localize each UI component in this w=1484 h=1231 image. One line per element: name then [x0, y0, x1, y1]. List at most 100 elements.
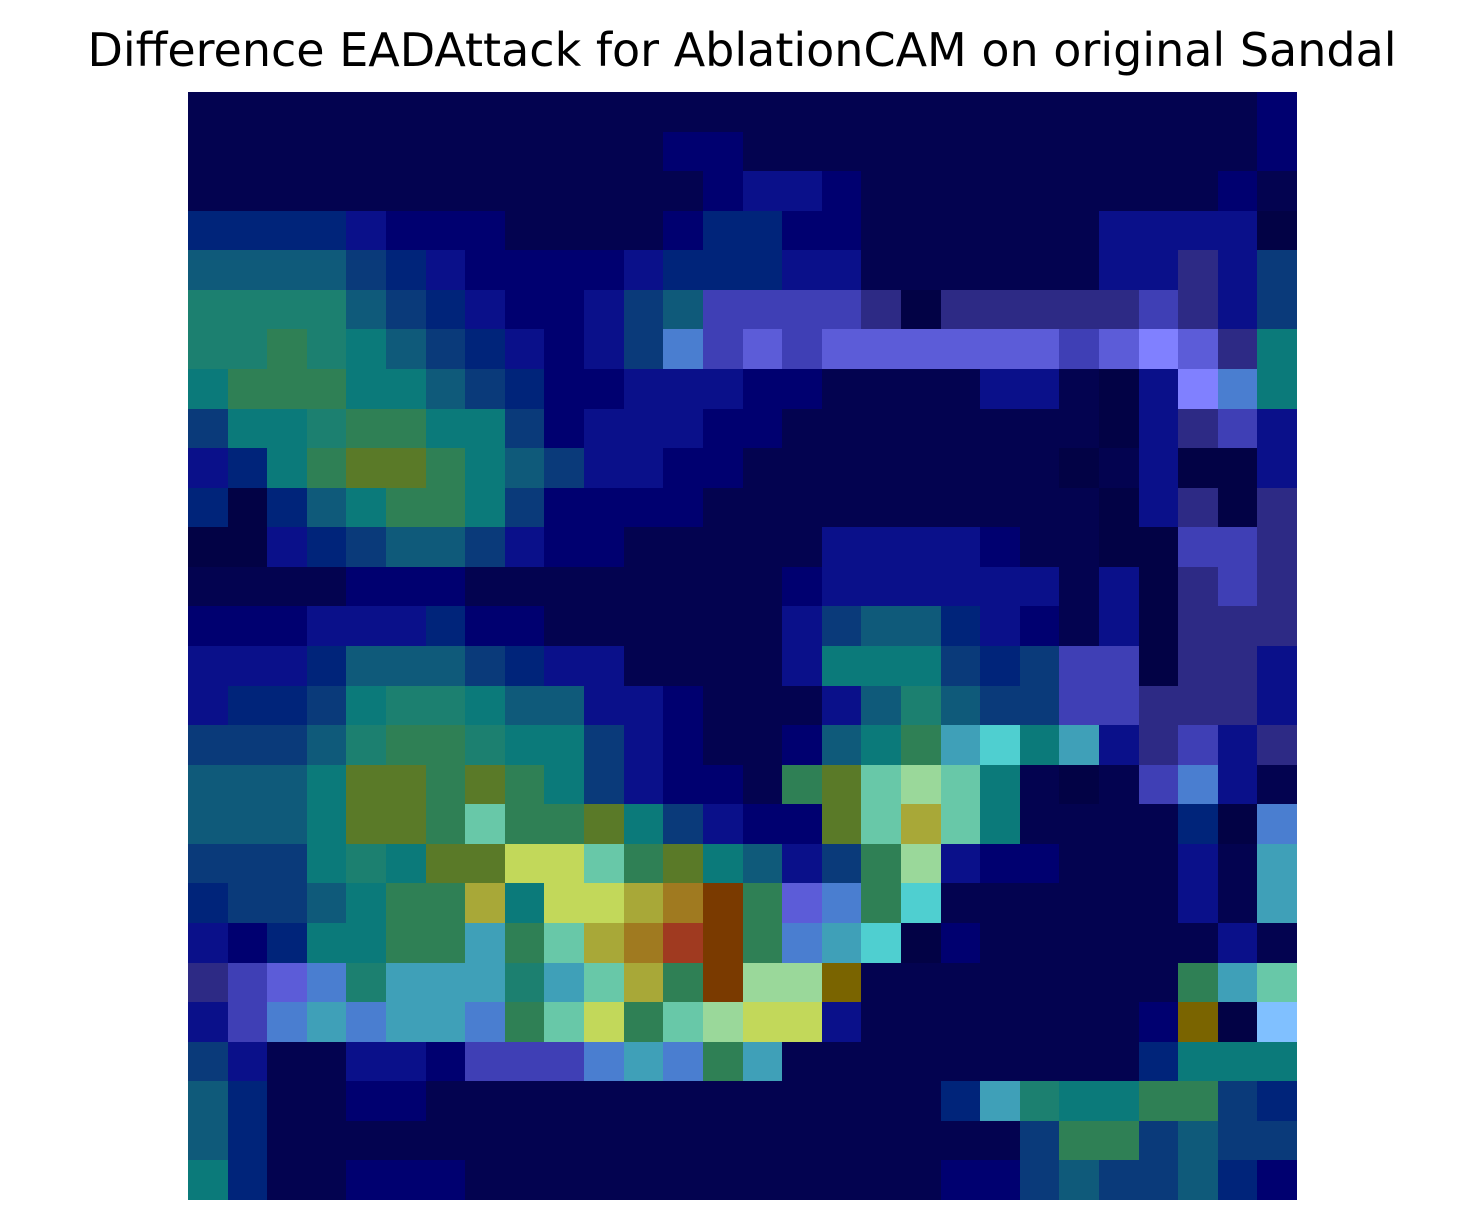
heatmap-cell	[346, 1081, 387, 1121]
heatmap-cell	[940, 369, 981, 409]
heatmap-cell	[623, 408, 664, 449]
heatmap-cell	[1178, 883, 1218, 923]
heatmap-cell	[742, 131, 783, 172]
heatmap-cell	[425, 1041, 466, 1082]
heatmap-cell	[900, 92, 941, 132]
heatmap-cell	[980, 1041, 1020, 1082]
heatmap-cell	[980, 171, 1020, 211]
heatmap-cell	[821, 764, 862, 805]
heatmap-cell	[306, 1081, 347, 1121]
heatmap-cell	[544, 487, 585, 528]
heatmap-cell	[544, 527, 585, 567]
heatmap-cell	[188, 210, 228, 251]
heatmap-cell	[386, 566, 426, 607]
heatmap-cell	[227, 883, 268, 923]
heatmap-cell	[346, 289, 387, 330]
heatmap-cell	[1257, 685, 1297, 726]
heatmap-cell	[267, 369, 307, 409]
heatmap-cell	[465, 1002, 505, 1042]
heatmap-cell	[1019, 843, 1060, 884]
heatmap-cell	[861, 487, 901, 528]
heatmap-cell	[1098, 1002, 1139, 1042]
heatmap-cell	[782, 804, 822, 844]
heatmap-cell	[1217, 1002, 1258, 1042]
heatmap-cell	[663, 289, 703, 330]
heatmap-cell	[742, 566, 783, 607]
heatmap-cell	[782, 923, 822, 963]
heatmap-cell	[1217, 804, 1258, 844]
heatmap-cell	[663, 448, 703, 488]
heatmap-cell	[1217, 527, 1258, 567]
heatmap-cell	[1178, 171, 1218, 211]
heatmap-cell	[702, 487, 743, 528]
heatmap-cell	[346, 448, 387, 488]
heatmap-cell	[584, 289, 624, 330]
heatmap-cell	[1257, 487, 1297, 528]
heatmap-cell	[1257, 210, 1297, 251]
heatmap-cell	[584, 843, 624, 884]
heatmap-cell	[821, 329, 862, 369]
heatmap-cell	[1178, 92, 1218, 132]
heatmap-cell	[188, 883, 228, 923]
heatmap-cell	[1257, 527, 1297, 567]
heatmap-cell	[782, 1160, 822, 1200]
heatmap-cell	[1098, 408, 1139, 449]
heatmap-cell	[267, 329, 307, 369]
heatmap-cell	[544, 843, 585, 884]
heatmap-cell	[1098, 210, 1139, 251]
heatmap-cell	[346, 685, 387, 726]
heatmap-cell	[1178, 527, 1218, 567]
heatmap-cell	[1019, 171, 1060, 211]
heatmap-cell	[306, 329, 347, 369]
heatmap-cell	[465, 685, 505, 726]
heatmap-cell	[188, 171, 228, 211]
heatmap-cell	[861, 764, 901, 805]
heatmap-image	[188, 92, 1297, 1200]
heatmap-cell	[702, 329, 743, 369]
heatmap-cell	[821, 369, 862, 409]
heatmap-cell	[980, 1120, 1020, 1161]
heatmap-cell	[1059, 1160, 1099, 1200]
heatmap-cell	[1257, 92, 1297, 132]
heatmap-cell	[980, 1081, 1020, 1121]
heatmap-cell	[900, 329, 941, 369]
heatmap-cell	[1019, 764, 1060, 805]
heatmap-cell	[821, 804, 862, 844]
heatmap-cell	[584, 764, 624, 805]
heatmap-cell	[782, 1081, 822, 1121]
heatmap-cell	[504, 369, 545, 409]
heatmap-cell	[861, 92, 901, 132]
heatmap-cell	[980, 843, 1020, 884]
heatmap-cell	[940, 1002, 981, 1042]
heatmap-cell	[940, 250, 981, 290]
heatmap-cell	[227, 804, 268, 844]
heatmap-cell	[702, 448, 743, 488]
heatmap-cell	[821, 606, 862, 646]
heatmap-cell	[821, 843, 862, 884]
heatmap-cell	[1098, 962, 1139, 1003]
heatmap-cell	[663, 804, 703, 844]
heatmap-cell	[386, 843, 426, 884]
heatmap-cell	[1178, 131, 1218, 172]
heatmap-cell	[940, 1120, 981, 1161]
heatmap-cell	[1059, 685, 1099, 726]
heatmap-cell	[386, 923, 426, 963]
heatmap-cell	[1019, 369, 1060, 409]
heatmap-cell	[980, 923, 1020, 963]
heatmap-cell	[782, 883, 822, 923]
heatmap-cell	[584, 92, 624, 132]
heatmap-cell	[1138, 408, 1179, 449]
heatmap-cell	[1217, 1120, 1258, 1161]
heatmap-cell	[188, 369, 228, 409]
heatmap-cell	[900, 210, 941, 251]
heatmap-cell	[1217, 606, 1258, 646]
heatmap-cell	[1098, 171, 1139, 211]
heatmap-cell	[1098, 804, 1139, 844]
heatmap-cell	[267, 448, 307, 488]
heatmap-cell	[1059, 329, 1099, 369]
heatmap-cell	[227, 685, 268, 726]
heatmap-cell	[465, 92, 505, 132]
heatmap-cell	[1178, 1120, 1218, 1161]
heatmap-cell	[386, 804, 426, 844]
heatmap-cell	[623, 1041, 664, 1082]
